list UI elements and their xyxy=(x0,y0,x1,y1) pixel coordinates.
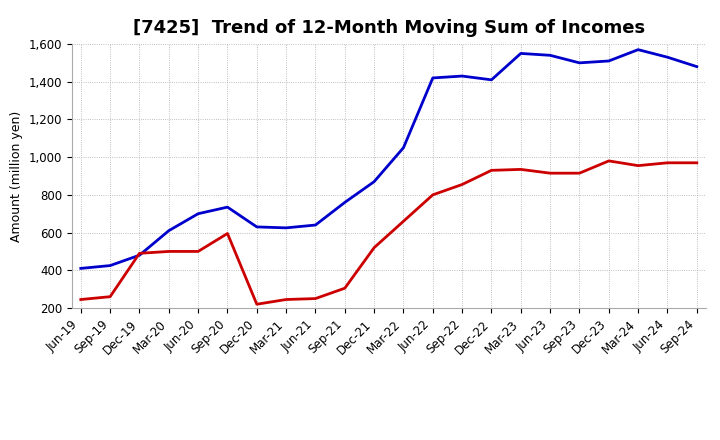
Net Income xyxy=(575,171,584,176)
Net Income xyxy=(253,301,261,307)
Ordinary Income xyxy=(399,145,408,150)
Ordinary Income xyxy=(223,205,232,210)
Ordinary Income xyxy=(253,224,261,230)
Net Income xyxy=(458,182,467,187)
Ordinary Income xyxy=(693,64,701,69)
Ordinary Income xyxy=(341,200,349,205)
Ordinary Income xyxy=(634,47,642,52)
Line: Ordinary Income: Ordinary Income xyxy=(81,50,697,268)
Ordinary Income xyxy=(76,266,85,271)
Net Income xyxy=(399,219,408,224)
Net Income xyxy=(634,163,642,168)
Net Income xyxy=(194,249,202,254)
Ordinary Income xyxy=(663,55,672,60)
Ordinary Income xyxy=(164,228,173,233)
Net Income xyxy=(282,297,290,302)
Net Income xyxy=(516,167,525,172)
Ordinary Income xyxy=(135,253,144,258)
Ordinary Income xyxy=(458,73,467,79)
Title: [7425]  Trend of 12-Month Moving Sum of Incomes: [7425] Trend of 12-Month Moving Sum of I… xyxy=(132,19,645,37)
Net Income xyxy=(76,297,85,302)
Net Income xyxy=(663,160,672,165)
Ordinary Income xyxy=(487,77,496,82)
Line: Net Income: Net Income xyxy=(81,161,697,304)
Ordinary Income xyxy=(428,75,437,81)
Ordinary Income xyxy=(370,179,379,184)
Ordinary Income xyxy=(282,225,290,231)
Ordinary Income xyxy=(311,222,320,227)
Net Income xyxy=(370,245,379,250)
Net Income xyxy=(135,251,144,256)
Net Income xyxy=(106,294,114,299)
Ordinary Income xyxy=(106,263,114,268)
Y-axis label: Amount (million yen): Amount (million yen) xyxy=(10,110,23,242)
Net Income xyxy=(605,158,613,164)
Net Income xyxy=(164,249,173,254)
Net Income xyxy=(487,168,496,173)
Net Income xyxy=(223,231,232,236)
Net Income xyxy=(546,171,554,176)
Ordinary Income xyxy=(516,51,525,56)
Net Income xyxy=(428,192,437,198)
Ordinary Income xyxy=(575,60,584,66)
Ordinary Income xyxy=(546,53,554,58)
Ordinary Income xyxy=(605,59,613,64)
Net Income xyxy=(341,286,349,291)
Net Income xyxy=(693,160,701,165)
Net Income xyxy=(311,296,320,301)
Ordinary Income xyxy=(194,211,202,216)
